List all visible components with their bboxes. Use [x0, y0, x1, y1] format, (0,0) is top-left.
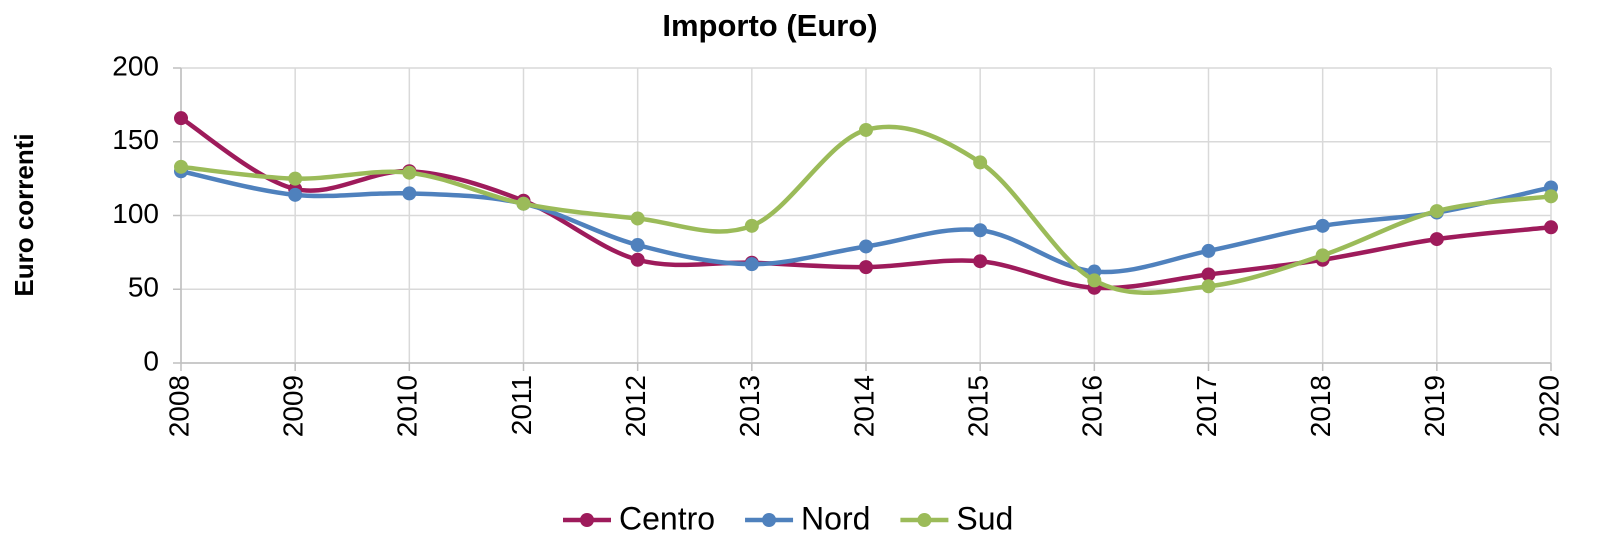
x-tick-label: 2009 [278, 375, 309, 437]
x-tick-label: 2020 [1533, 375, 1564, 437]
x-tick-label: 2011 [506, 375, 537, 435]
data-point [744, 218, 759, 233]
x-tick-label: 2008 [163, 375, 194, 437]
x-tick-label: 2019 [1419, 375, 1450, 437]
x-tick-label: 2010 [392, 375, 423, 437]
legend-marker [580, 513, 594, 527]
y-tick-label: 200 [112, 50, 159, 81]
legend-marker [917, 513, 932, 527]
data-point [973, 155, 988, 170]
data-point [630, 238, 645, 252]
y-axis-label: Euro correnti [9, 133, 39, 296]
data-point [1087, 273, 1102, 288]
x-tick-label: 2016 [1077, 375, 1108, 437]
legend-marker [762, 513, 777, 527]
data-point [288, 187, 303, 202]
data-point [1429, 232, 1444, 247]
data-point [1315, 248, 1330, 263]
data-point [174, 111, 188, 126]
data-point [1201, 243, 1216, 258]
legend-label: Nord [801, 500, 870, 536]
x-tick-label: 2012 [620, 375, 651, 437]
data-point [859, 239, 873, 254]
x-tick-label: 2017 [1191, 375, 1222, 437]
data-point [630, 252, 645, 267]
x-tick-label: 2015 [963, 375, 994, 437]
y-tick-label: 100 [112, 198, 159, 229]
data-point [402, 165, 417, 180]
data-point [1544, 220, 1558, 235]
legend-label: Centro [619, 500, 715, 536]
y-tick-label: 0 [143, 345, 159, 376]
legend-label: Sud [956, 500, 1013, 536]
y-tick-label: 50 [128, 272, 159, 303]
data-point [1201, 267, 1216, 282]
data-point [973, 254, 988, 269]
x-tick-label: 2018 [1305, 375, 1336, 437]
data-point [1544, 189, 1558, 204]
data-point [630, 211, 645, 226]
data-point [288, 171, 303, 186]
data-point [744, 257, 759, 272]
data-point [859, 260, 873, 275]
y-tick-label: 150 [112, 124, 159, 155]
data-point [402, 186, 417, 201]
data-point [1429, 204, 1444, 219]
chart-title: Importo (Euro) [662, 8, 877, 43]
data-point [1201, 279, 1216, 294]
data-point [516, 196, 531, 211]
x-tick-label: 2013 [734, 375, 765, 437]
data-point [973, 223, 988, 238]
x-tick-label: 2014 [848, 375, 879, 437]
data-point [174, 159, 188, 174]
data-point [859, 122, 873, 137]
data-point [1315, 218, 1330, 233]
